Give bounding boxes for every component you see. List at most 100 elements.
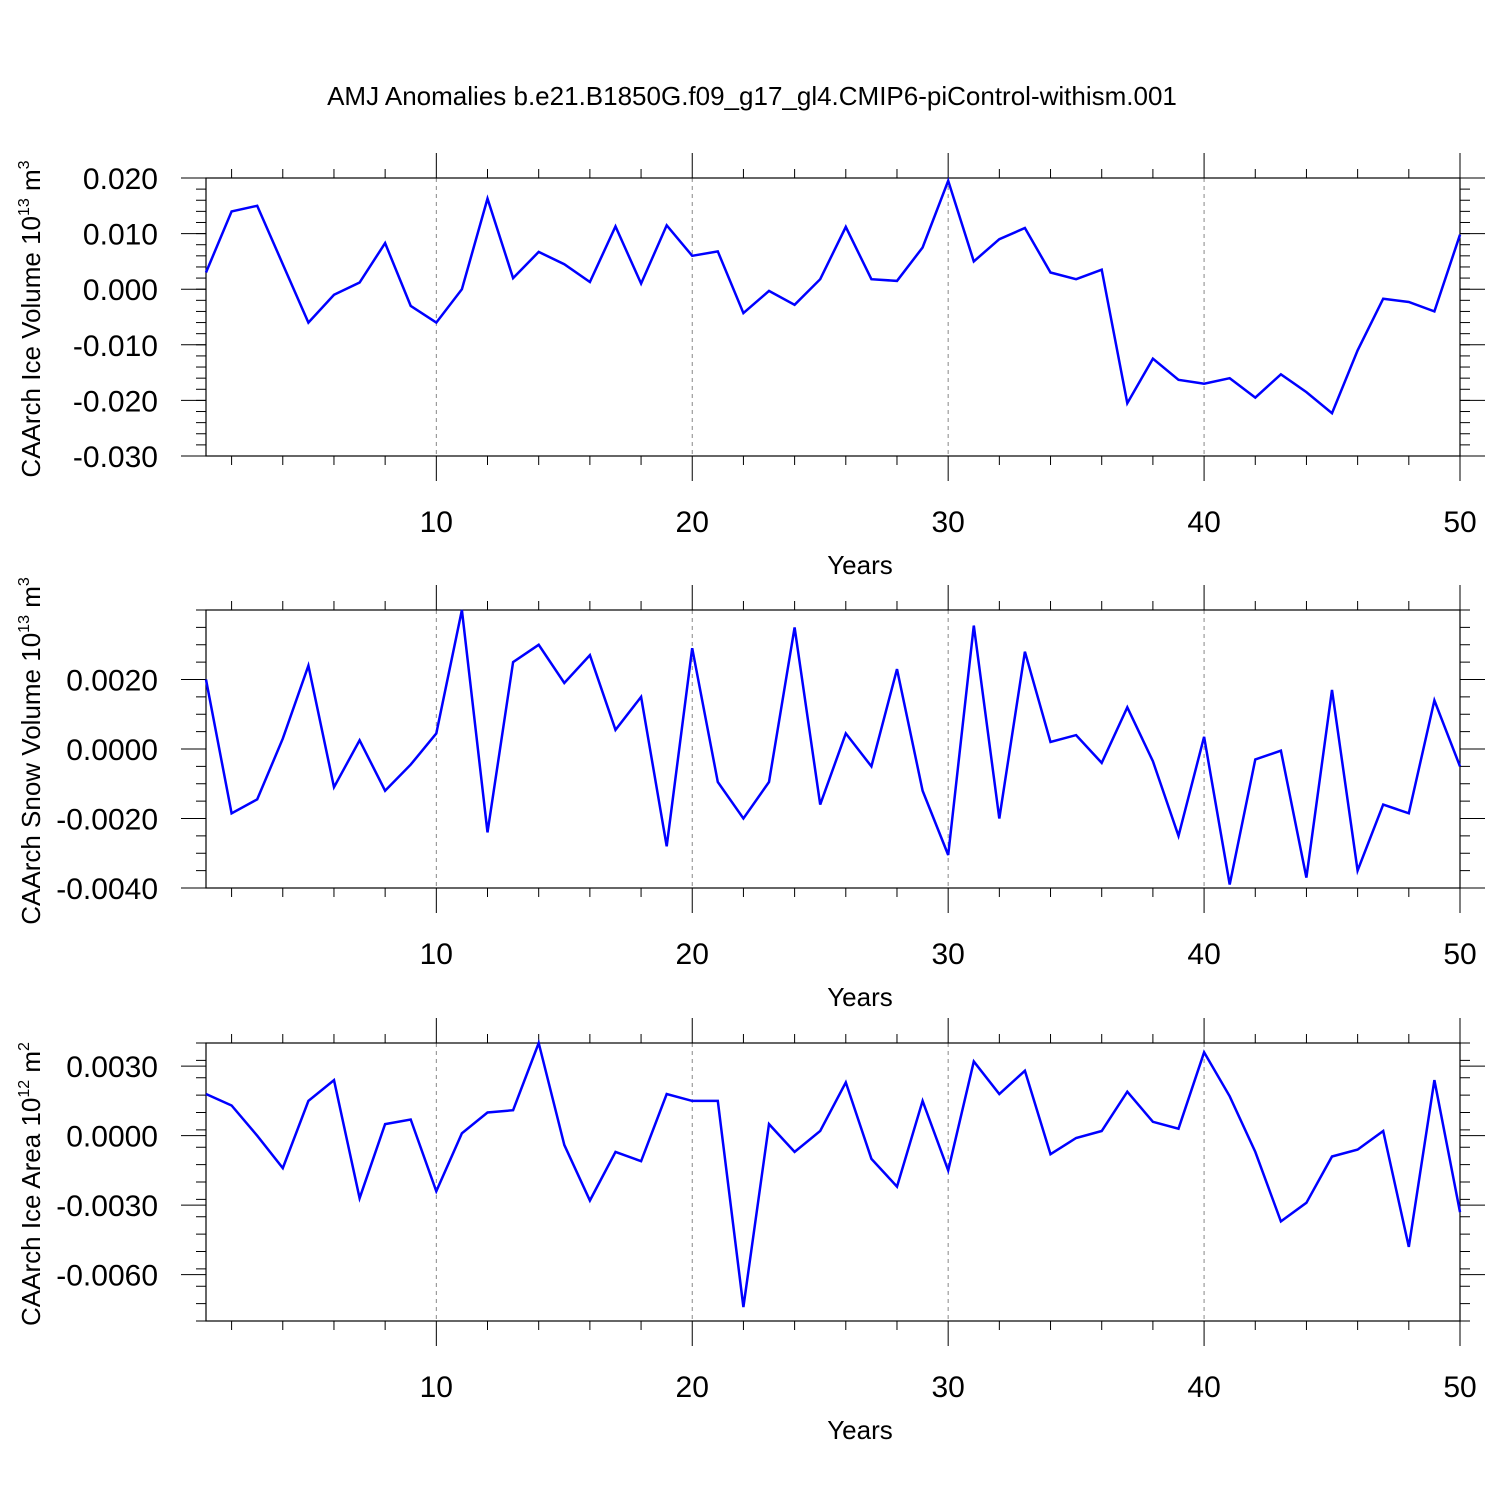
data-point	[1357, 870, 1359, 872]
y-axis-label: CAArch Ice Area 1012 m2	[16, 1042, 46, 1326]
data-point	[256, 205, 258, 207]
data-point	[794, 1151, 796, 1153]
y-tick-label: -0.030	[73, 441, 158, 474]
series-line	[204, 609, 1462, 885]
data-point	[973, 1061, 975, 1063]
data-point	[1357, 1149, 1359, 1151]
data-point	[589, 281, 591, 283]
data-point	[256, 798, 258, 800]
data-point	[1203, 1051, 1205, 1053]
data-point	[461, 288, 463, 290]
data-point	[333, 294, 335, 296]
data-point	[1331, 689, 1333, 691]
data-point	[845, 1081, 847, 1083]
data-point	[307, 665, 309, 667]
data-point	[1433, 1079, 1435, 1081]
x-tick-label: 20	[676, 1371, 709, 1404]
data-point	[435, 322, 437, 324]
data-point	[768, 1123, 770, 1125]
x-tick-label: 50	[1443, 506, 1476, 539]
x-tick-label: 10	[420, 938, 453, 971]
data-point	[768, 781, 770, 783]
data-point	[922, 247, 924, 249]
data-point	[256, 1135, 258, 1137]
data-point	[512, 1109, 514, 1111]
y-tick-label: 0.0020	[66, 665, 158, 698]
y-tick-label: 0.0030	[66, 1051, 158, 1084]
data-point	[538, 644, 540, 646]
data-point	[1331, 412, 1333, 414]
plot-frame	[205, 177, 1461, 457]
y-tick-label: -0.0020	[56, 804, 158, 837]
data-point	[589, 1200, 591, 1202]
chart-panel-2: 10 20 30 40 50 0.0020 0.0000 -0.0020 -0.0040 Year…	[16, 577, 1485, 1012]
y-tick-label: 0.010	[83, 219, 158, 252]
series-line	[205, 1038, 1462, 1308]
data-point	[307, 322, 309, 324]
data-point	[794, 304, 796, 306]
data-point	[1126, 1091, 1128, 1093]
x-tick-label: 50	[1443, 938, 1476, 971]
data-point	[487, 831, 489, 833]
data-point	[614, 729, 616, 731]
y-tick-label: -0.0060	[56, 1260, 158, 1293]
data-point	[640, 1160, 642, 1162]
data-point	[947, 1169, 949, 1171]
data-point	[205, 679, 207, 681]
data-point	[998, 238, 1000, 240]
data-point	[410, 1118, 412, 1120]
data-point	[538, 251, 540, 253]
data-point	[563, 263, 565, 265]
data-point	[1050, 741, 1052, 743]
data-point	[1305, 877, 1307, 879]
data-point	[538, 1042, 540, 1044]
data-point	[717, 1100, 719, 1102]
data-point	[922, 1100, 924, 1102]
x-axis-label: Years	[827, 1415, 893, 1445]
x-tick-label: 40	[1187, 506, 1220, 539]
chart-title: AMJ Anomalies b.e21.B1850G.f09_g17_gl4.C…	[327, 81, 1177, 111]
data-point	[1075, 734, 1077, 736]
data-point	[1152, 760, 1154, 762]
data-point	[1254, 1151, 1256, 1153]
data-point	[1357, 349, 1359, 351]
data-point	[614, 1151, 616, 1153]
data-point	[1177, 379, 1179, 381]
data-point	[1050, 1153, 1052, 1155]
data-point	[1075, 278, 1077, 280]
data-point	[384, 790, 386, 792]
data-point	[691, 647, 693, 649]
data-point	[1433, 699, 1435, 701]
data-point	[896, 668, 898, 670]
data-point	[589, 654, 591, 656]
data-point	[1229, 884, 1231, 886]
data-point	[896, 280, 898, 282]
data-point	[384, 1123, 386, 1125]
data-point	[973, 625, 975, 627]
data-point	[1280, 750, 1282, 752]
data-point	[512, 661, 514, 663]
chart-panel-3: 10 20 30 40 50 0.0030 0.0000 -0.0030 -0.0060 Year…	[16, 1018, 1485, 1445]
data-point	[870, 278, 872, 280]
data-point	[870, 1158, 872, 1160]
data-point	[819, 278, 821, 280]
data-point	[666, 1093, 668, 1095]
data-point	[742, 818, 744, 820]
data-point	[1152, 358, 1154, 360]
y-tick-label: -0.020	[73, 385, 158, 418]
data-point	[1024, 227, 1026, 229]
y-tick-label: 0.000	[83, 274, 158, 307]
data-point	[1254, 758, 1256, 760]
x-tick-label: 10	[420, 1371, 453, 1404]
data-point	[487, 1112, 489, 1114]
y-tick-label: 0.020	[83, 163, 158, 196]
data-point	[1024, 651, 1026, 653]
x-tick-label: 30	[931, 1371, 964, 1404]
data-point	[1126, 706, 1128, 708]
data-point	[1152, 1121, 1154, 1123]
data-point	[1305, 1202, 1307, 1204]
data-point	[487, 198, 489, 200]
data-point	[410, 764, 412, 766]
data-point	[666, 224, 668, 226]
